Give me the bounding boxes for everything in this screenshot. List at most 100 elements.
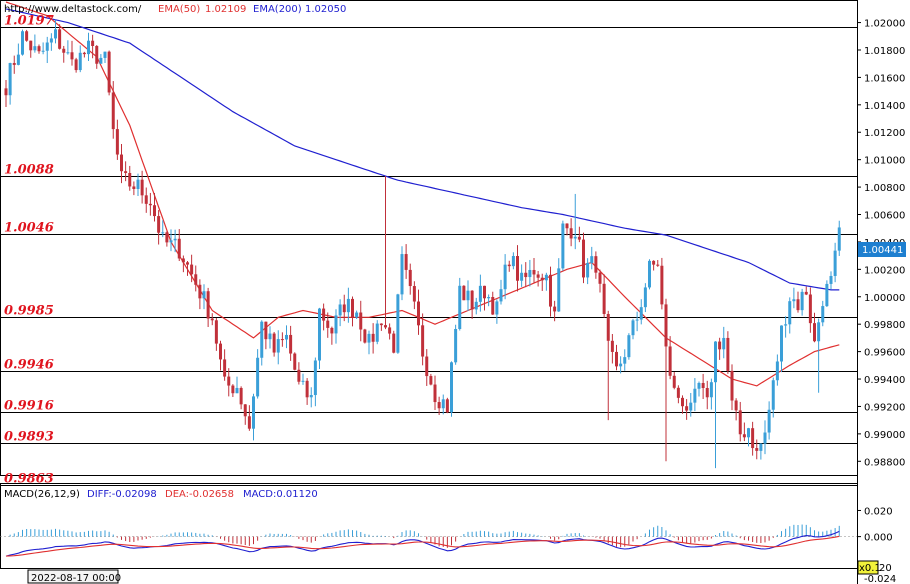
price-tick-10: 1.00000 [864, 293, 905, 304]
macd-dea: DEA:-0.02658 [165, 489, 234, 500]
ema200-label: EMA(200) [253, 4, 302, 15]
candle-body-169 [701, 382, 705, 389]
candle-body-190 [788, 301, 792, 325]
candle-body-92 [384, 325, 387, 328]
candle-body-96 [400, 254, 404, 295]
candle-body-45 [190, 264, 194, 275]
candle-body-124 [516, 256, 519, 281]
level-label-4: 0.9946 [4, 358, 54, 373]
candle-body-188 [780, 325, 783, 362]
candle-body-5 [25, 31, 29, 41]
candle-body-191 [792, 299, 796, 302]
candle-body-132 [549, 274, 552, 307]
candle-body-193 [800, 291, 804, 311]
candle-body-121 [503, 264, 507, 290]
price-tick-0: 1.02000 [864, 19, 905, 30]
macd-diff: DIFF:-0.02098 [87, 489, 157, 500]
price-tick-3: 1.01400 [864, 101, 905, 112]
candle-body-140 [582, 239, 585, 278]
candle-body-148 [615, 351, 618, 367]
candle-body-11 [49, 38, 53, 43]
candle-body-65 [272, 333, 276, 353]
candle-body-3 [16, 54, 20, 65]
candle-body-201 [833, 250, 837, 276]
candle-body-80 [334, 315, 338, 334]
candle-body-161 [668, 346, 672, 376]
ema200-line [5, 8, 840, 291]
candle-body-162 [672, 375, 676, 388]
candle-body-185 [767, 409, 771, 433]
candle-body-26 [111, 92, 115, 130]
level-label-1: 1.0088 [4, 163, 54, 178]
ema200-path [5, 8, 840, 291]
candle-body-15 [66, 52, 70, 54]
candle-body-31 [132, 186, 136, 189]
candle-body-102 [425, 356, 429, 377]
level-label-2: 1.0046 [4, 221, 54, 236]
price-tick-12: 0.99600 [864, 348, 905, 359]
candle-body-23 [99, 57, 103, 64]
price-tick-7: 1.00600 [864, 211, 905, 222]
candle-body-181 [751, 428, 755, 449]
candle-body-100 [417, 301, 420, 326]
candle-body-145 [602, 283, 606, 314]
candle-body-136 [565, 223, 569, 229]
price-tick-4: 1.01200 [864, 128, 905, 139]
candle-body-151 [627, 335, 631, 358]
candle-body-118 [491, 297, 495, 315]
level-label-7: 0.9863 [4, 472, 54, 487]
candle-body-103 [429, 376, 433, 385]
candle-body-166 [689, 402, 693, 411]
candle-body-90 [375, 323, 379, 342]
candle-body-173 [718, 341, 722, 350]
candle-body-106 [441, 399, 445, 409]
candle-body-189 [784, 324, 788, 326]
candle-body-94 [392, 333, 396, 353]
candle-body-194 [804, 291, 808, 295]
macd-value: MACD:0.01120 [243, 489, 318, 500]
macd-dea-line [5, 535, 840, 557]
candle-body-127 [528, 269, 532, 278]
candle-body-74 [309, 395, 313, 398]
candle-body-122 [507, 264, 511, 267]
candle-body-73 [305, 380, 309, 398]
candle-body-9 [41, 50, 45, 52]
candle-body-76 [318, 308, 321, 361]
candle-body-138 [573, 236, 577, 239]
candle-body-129 [536, 274, 540, 278]
candle-body-180 [747, 428, 750, 438]
candle-body-85 [355, 312, 359, 318]
candle-body-196 [813, 323, 816, 342]
candle-body-25 [107, 51, 111, 93]
candle-body-91 [379, 323, 383, 326]
price-axis-ticks: 1.02000 1.01800 1.01600 1.01400 1.01200 1.010… [857, 19, 905, 468]
candles [4, 19, 841, 469]
site-url[interactable]: http://www.deltastock.com/ [4, 4, 142, 15]
candle-body-19 [82, 52, 86, 55]
candle-body-150 [623, 357, 627, 364]
macd-diff-line [5, 530, 840, 557]
price-tick-13: 0.99400 [864, 375, 905, 386]
candle-body-44 [186, 262, 189, 265]
candle-body-183 [759, 443, 763, 451]
candle-body-178 [738, 410, 742, 435]
zoom-suffix: 20 [879, 563, 892, 574]
candle-body-38 [161, 232, 165, 234]
candle-body-131 [544, 274, 548, 281]
candle-body-175 [726, 337, 730, 371]
candle-body-192 [796, 299, 800, 311]
candle-body-108 [450, 362, 453, 413]
zoom-label: x0.1 [859, 563, 881, 574]
candle-body-66 [276, 339, 280, 353]
candle-body-58 [243, 404, 247, 417]
price-tick-9: 1.00200 [864, 265, 905, 276]
candle-body-70 [293, 353, 297, 370]
candle-body-115 [478, 285, 482, 302]
zoom-indicator[interactable] [857, 560, 879, 575]
candle-body-172 [714, 341, 717, 383]
candle-body-179 [742, 434, 746, 438]
candle-body-197 [817, 322, 821, 342]
candle-body-117 [487, 297, 491, 299]
candle-body-142 [590, 256, 594, 263]
